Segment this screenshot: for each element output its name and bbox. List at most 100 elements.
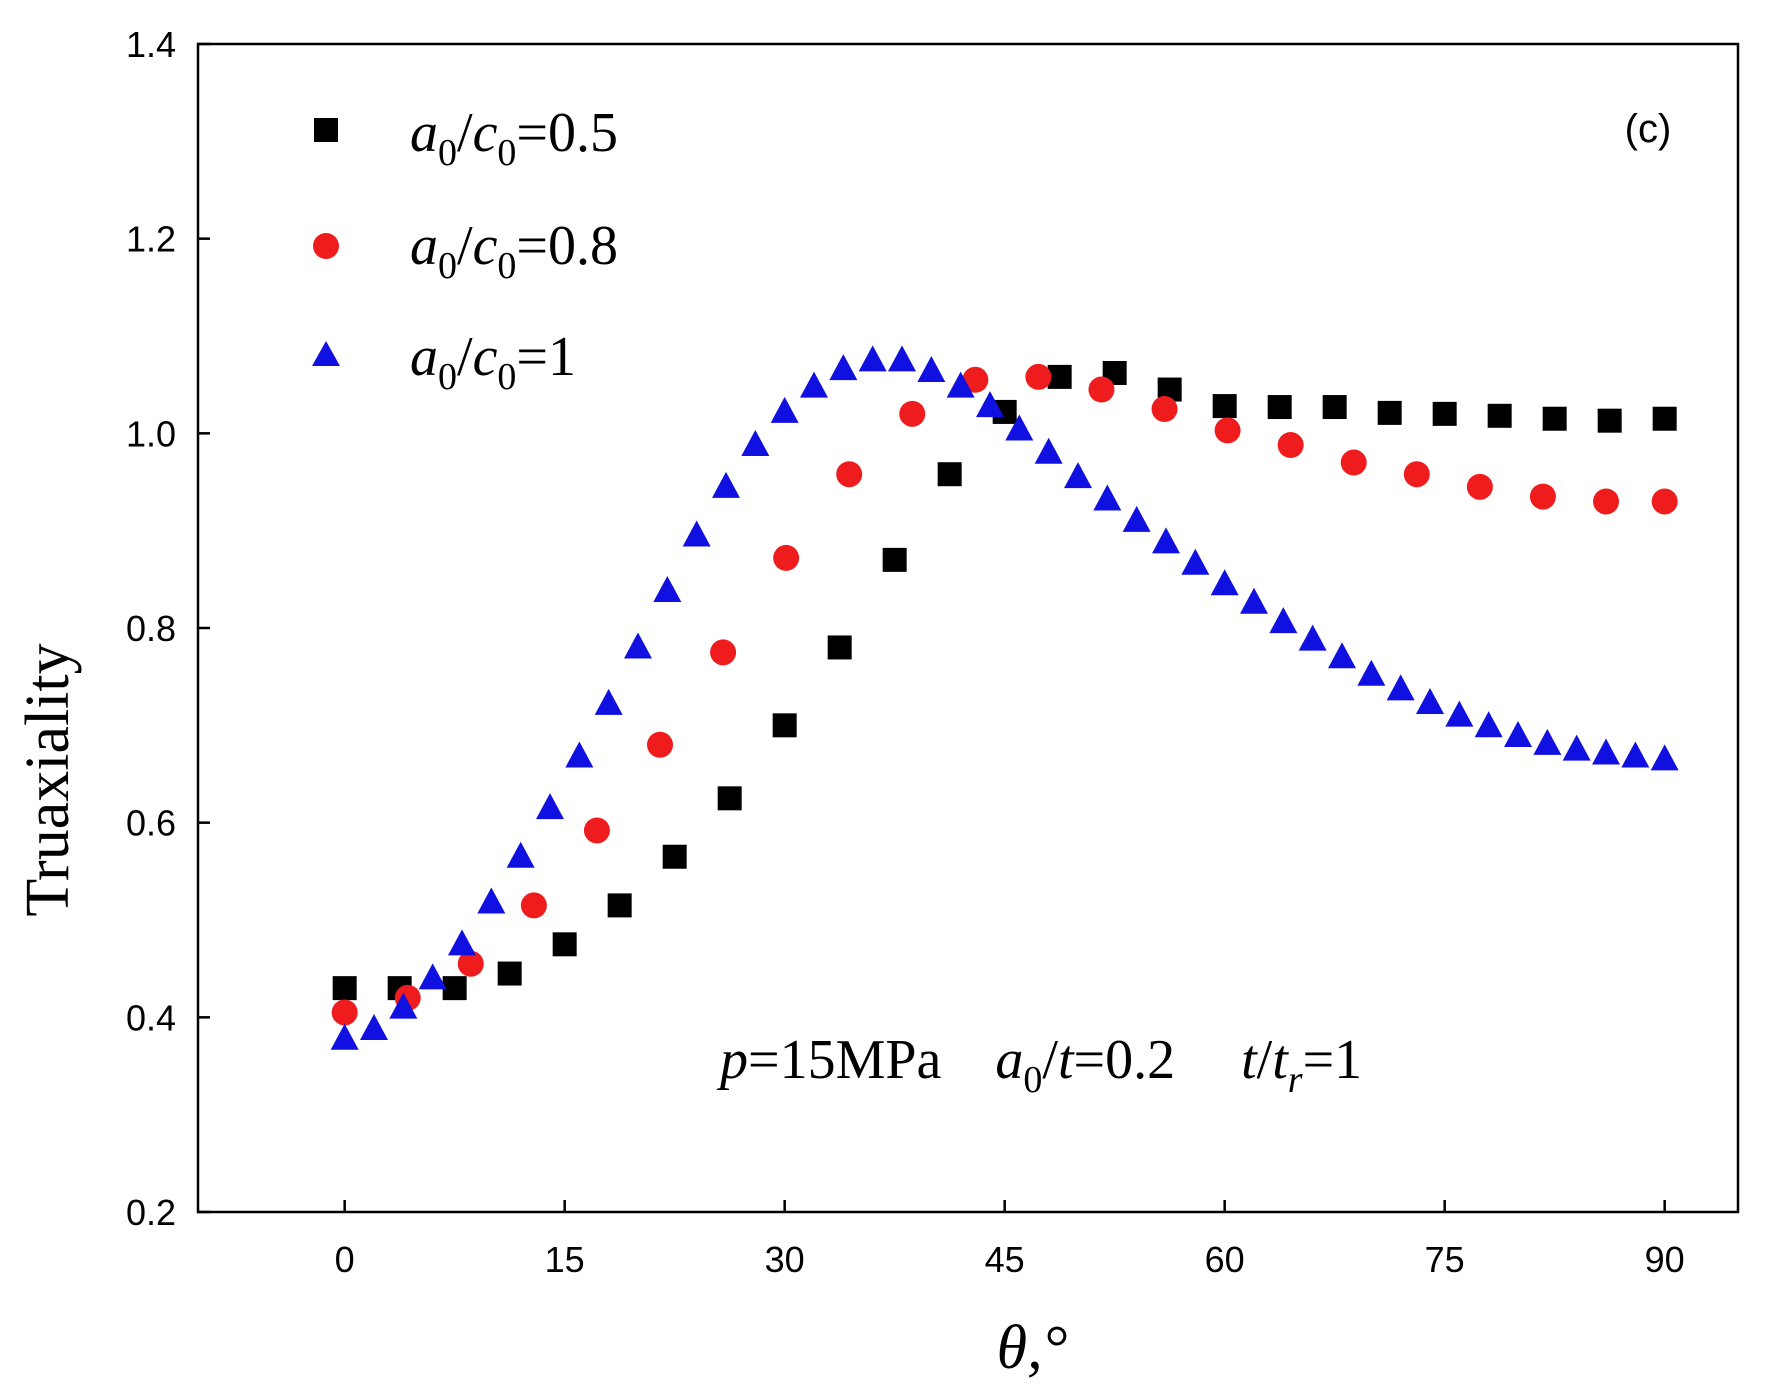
data-point-circle (1340, 449, 1367, 476)
data-point-circle (1651, 488, 1678, 515)
data-point-square (772, 713, 797, 738)
data-point-square (1377, 400, 1402, 425)
data-point-triangle (624, 632, 652, 659)
data-point-triangle (888, 345, 916, 372)
data-point-triangle (712, 471, 740, 498)
data-point-square (1487, 403, 1512, 428)
data-point-square (662, 844, 687, 869)
data-point-triangle (770, 396, 799, 423)
legend-entry-2: a0/c0=1 (312, 326, 576, 398)
data-point-triangle (1592, 738, 1620, 765)
x-tick-label: 90 (1645, 1239, 1685, 1280)
data-point-triangle (1650, 744, 1679, 771)
data-point-triangle (565, 741, 594, 768)
data-point-square (1212, 394, 1237, 419)
data-point-circle (1403, 461, 1430, 488)
data-point-triangle (1269, 607, 1298, 634)
data-point-triangle (1328, 642, 1356, 669)
data-point-square (937, 462, 962, 487)
data-point-circle (457, 950, 484, 977)
data-point-circle (1466, 473, 1493, 500)
data-point-triangle (1152, 527, 1180, 554)
data-point-square (827, 635, 852, 660)
data-point-triangle (1210, 569, 1239, 596)
y-tick-label: 0.6 (126, 803, 176, 844)
legend-label-1: a0/c0=0.8 (410, 215, 618, 287)
data-point-square (552, 932, 577, 957)
legend-label-2: a0/c0=1 (410, 326, 576, 398)
x-tick-label: 45 (985, 1239, 1025, 1280)
legend-entry-0: a0/c0=0.5 (314, 102, 618, 174)
y-axis: 0.2 0.4 0.6 0.8 1.0 1.2 1.4 (126, 24, 210, 1233)
data-point-circle (773, 544, 800, 571)
data-point-circle (1151, 396, 1178, 422)
data-point-triangle (1474, 711, 1503, 738)
data-point-square (1047, 364, 1072, 389)
y-tick-label: 0.8 (126, 608, 176, 649)
x-tick-label: 15 (545, 1239, 585, 1280)
legend-marker-triangle (312, 341, 340, 366)
data-point-circle (836, 461, 863, 488)
data-point-square (607, 893, 632, 918)
y-tick-label: 1.4 (126, 24, 176, 65)
data-point-triangle (477, 887, 506, 914)
data-point-triangle (389, 992, 418, 1019)
data-point-triangle (653, 576, 682, 603)
data-point-circle (583, 817, 610, 844)
legend-label-0: a0/c0=0.5 (410, 102, 618, 174)
series-2 (330, 345, 1679, 1050)
data-point-square (497, 961, 522, 986)
data-point-triangle (1416, 687, 1444, 714)
data-point-triangle (1357, 659, 1386, 686)
data-point-circle (1593, 488, 1619, 515)
data-point-square (1542, 406, 1567, 431)
data-point-triangle (594, 688, 623, 715)
data-point-triangle (448, 929, 476, 956)
data-point-triangle (1064, 462, 1092, 489)
legend-entry-1: a0/c0=0.8 (313, 215, 618, 287)
data-point-circle (710, 639, 737, 666)
x-tick-label: 60 (1205, 1239, 1245, 1280)
data-point-triangle (682, 520, 711, 547)
data-point-triangle (536, 793, 564, 820)
data-point-triangle (858, 345, 887, 372)
series-0 (332, 360, 1677, 1001)
data-point-circle (962, 366, 989, 393)
legend-marker-circle (313, 233, 339, 259)
data-point-triangle (1034, 437, 1063, 464)
data-point-circle (899, 400, 926, 427)
y-tick-label: 1.2 (126, 219, 176, 260)
data-point-square (332, 976, 357, 1001)
data-point-circle (1025, 363, 1052, 390)
data-point-triangle (829, 354, 858, 381)
data-point-circle (520, 892, 547, 919)
data-point-square (1267, 395, 1292, 420)
data-point-square (717, 786, 742, 811)
data-point-circle (1214, 417, 1241, 444)
data-point-triangle (418, 963, 447, 990)
data-point-triangle (1093, 484, 1122, 511)
panel-label: (c) (1625, 107, 1672, 151)
x-tick-label: 0 (335, 1239, 355, 1280)
y-axis-label: Truaxiality (14, 643, 82, 916)
data-point-triangle (1504, 721, 1532, 748)
data-point-triangle (1562, 734, 1591, 761)
data-point-triangle (1386, 674, 1415, 701)
data-point-triangle (917, 356, 946, 383)
data-point-square (1322, 395, 1347, 420)
data-point-triangle (360, 1014, 388, 1041)
data-point-triangle (946, 371, 975, 398)
data-point-square (1652, 406, 1677, 431)
data-point-triangle (976, 391, 1004, 418)
data-point-circle (331, 999, 358, 1026)
series-layer (330, 345, 1679, 1050)
data-point-triangle (330, 1023, 359, 1050)
data-point-square (882, 547, 907, 572)
y-tick-label: 1.0 (126, 413, 176, 454)
data-point-triangle (1005, 414, 1034, 441)
data-point-triangle (1298, 624, 1327, 651)
data-point-circle (1088, 376, 1115, 403)
data-point-triangle (1445, 700, 1474, 727)
